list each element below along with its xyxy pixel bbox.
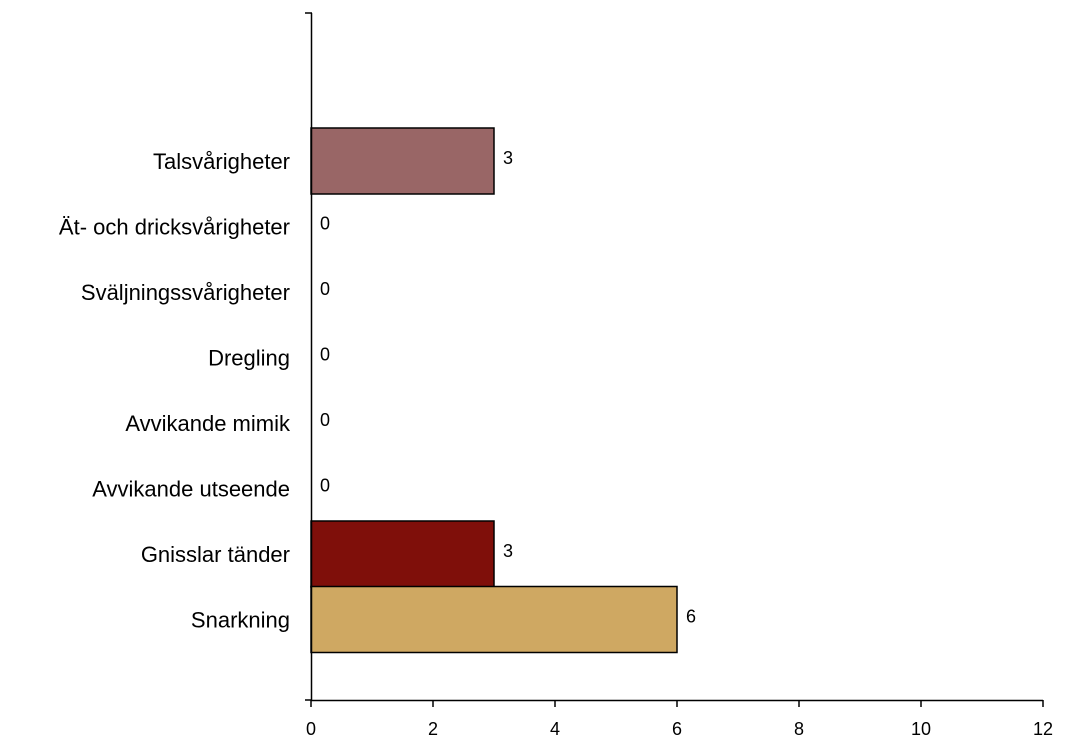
x-tick-label: 10 <box>911 719 931 739</box>
x-tick-label: 12 <box>1033 719 1053 739</box>
x-tick-label: 6 <box>672 719 682 739</box>
category-label: Sväljningssvårigheter <box>81 280 290 305</box>
bar <box>310 127 495 195</box>
bars <box>310 127 678 654</box>
data-label: 0 <box>320 279 330 299</box>
data-label: 0 <box>320 476 330 496</box>
data-labels: 3 0 0 0 0 0 3 6 <box>320 148 696 627</box>
category-label: Dregling <box>208 346 290 371</box>
category-labels: Talsvårigheter Ät- och dricksvårigheter Sv… <box>59 149 291 633</box>
x-tick-label: 8 <box>794 719 804 739</box>
x-tick-label: 0 <box>306 719 316 739</box>
category-label: Avvikande utseende <box>92 477 290 502</box>
data-label: 0 <box>320 345 330 365</box>
bar <box>310 520 495 588</box>
bar <box>310 585 678 654</box>
x-axis-ticks: 0 2 4 6 8 10 12 <box>306 700 1053 739</box>
x-tick-label: 4 <box>550 719 560 739</box>
category-label: Avvikande mimik <box>125 411 291 436</box>
data-label: 0 <box>320 214 330 234</box>
x-tick-label: 2 <box>428 719 438 739</box>
category-label: Talsvårigheter <box>153 149 290 174</box>
data-label: 3 <box>503 541 513 561</box>
data-label: 3 <box>503 148 513 168</box>
category-label: Gnisslar tänder <box>141 542 290 567</box>
category-label: Snarkning <box>191 608 290 633</box>
data-label: 0 <box>320 410 330 430</box>
data-label: 6 <box>686 607 696 627</box>
category-label: Ät- och dricksvårigheter <box>59 215 290 240</box>
